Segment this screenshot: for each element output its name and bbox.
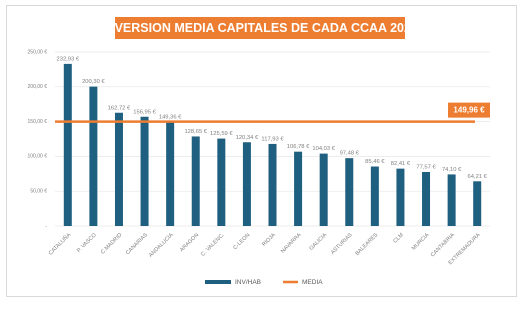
reference-label: 149,96 € [453, 106, 485, 115]
y-tick-label: 200,00 € [28, 84, 48, 90]
bar [217, 138, 226, 226]
bar [447, 174, 456, 226]
value-label: 82,41 € [391, 161, 411, 167]
value-label: 106,78 € [287, 144, 310, 150]
value-label: 74,10 € [442, 167, 462, 173]
value-label: 128,65 € [184, 129, 207, 135]
y-tick-label: 100,00 € [28, 154, 48, 160]
y-tick-label: 250,00 € [28, 49, 48, 55]
value-label: 200,30 € [82, 79, 105, 85]
chart-title: INVERSION MEDIA CAPITALES DE CADA CCAA 2… [102, 21, 418, 35]
value-label: 162,72 € [108, 105, 131, 111]
value-label: 64,21 € [468, 174, 488, 180]
value-label: 156,95 € [133, 109, 156, 115]
chart-frame [6, 5, 517, 297]
bar [63, 63, 72, 226]
bar [140, 116, 149, 226]
value-label: 120,34 € [236, 135, 259, 141]
y-tick-label: - [45, 223, 47, 229]
bar [370, 166, 379, 226]
bar [396, 168, 405, 226]
bar [294, 151, 303, 226]
value-label: 232,93 € [57, 56, 80, 62]
value-label: 125,59 € [210, 131, 233, 137]
bar [191, 136, 200, 226]
bar [422, 172, 431, 226]
value-label: 85,46 € [365, 159, 385, 165]
legend-swatch [205, 280, 231, 284]
title-box [115, 17, 405, 39]
value-label: 77,57 € [416, 165, 436, 171]
value-label: 149,36 € [159, 115, 182, 121]
bar [114, 112, 123, 226]
legend-label: MEDIA [302, 279, 323, 286]
bar [89, 86, 98, 226]
value-label: 97,48 € [340, 151, 360, 157]
reference-label-box [448, 102, 490, 118]
bar [473, 181, 482, 226]
bar [166, 122, 175, 226]
bar [319, 153, 328, 226]
y-tick-label: 150,00 € [28, 119, 48, 125]
bar [268, 143, 277, 226]
bar [345, 158, 354, 226]
value-label: 104,03 € [312, 146, 335, 152]
legend-label: INV/HAB [235, 279, 261, 286]
value-label: 117,93 € [261, 136, 284, 142]
y-tick-label: 50,00 € [30, 189, 47, 195]
bar [242, 142, 251, 226]
